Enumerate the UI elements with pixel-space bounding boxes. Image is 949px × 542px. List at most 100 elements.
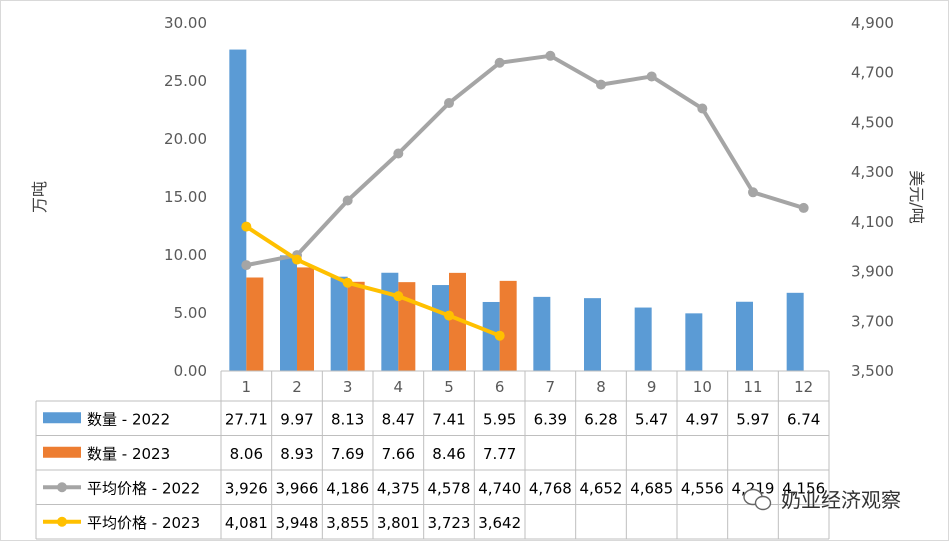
data-label: 8.13: [331, 410, 364, 428]
data-label: 3,966: [276, 479, 319, 497]
data-label: 7.41: [432, 410, 465, 428]
line-point-2-9: [697, 103, 708, 114]
data-label: 3,926: [225, 479, 268, 497]
series-line-2: [244, 53, 806, 268]
line-point-3-1: [292, 254, 302, 265]
legend-key-marker-3: [57, 516, 67, 527]
right-axis-tick-label: 3,500: [851, 362, 894, 380]
right-axis-tick-label: 3,700: [851, 312, 894, 330]
line-point-2-2: [342, 195, 353, 206]
x-axis-tick-label: 9: [647, 378, 657, 396]
data-label: 27.71: [225, 410, 268, 428]
data-label: 4,685: [630, 479, 673, 497]
bar-0-0: [229, 49, 247, 372]
data-label: 4,375: [377, 479, 420, 497]
data-label: 3,855: [326, 514, 369, 532]
data-label: 4,768: [529, 479, 572, 497]
right-axis-title: 美元/吨: [907, 170, 926, 223]
x-axis-tick-label: 12: [794, 378, 813, 396]
bar-0-9: [685, 313, 703, 371]
x-axis-tick-label: 7: [546, 378, 556, 396]
bar-1-4: [449, 272, 466, 371]
data-label: 8.46: [432, 445, 465, 463]
data-label: 3,642: [478, 514, 521, 532]
line-point-2-5: [494, 57, 505, 68]
x-axis-tick-label: 4: [394, 378, 404, 396]
x-axis-tick-label: 11: [743, 378, 762, 396]
wechat-icon: [743, 488, 772, 511]
data-label: 8.47: [382, 410, 415, 428]
data-label: 4,156: [782, 479, 825, 497]
data-label: 7.77: [483, 445, 516, 463]
line-point-3-0: [241, 221, 252, 232]
left-axis-tick-label: 5.00: [174, 304, 207, 322]
bar-0-7: [584, 298, 601, 371]
watermark-text: 奶业经济观察: [781, 488, 901, 512]
bar-0-2: [330, 276, 348, 371]
data-label: 4,219: [732, 479, 775, 497]
x-axis-tick-label: 6: [495, 378, 505, 396]
line-point-3-4: [444, 310, 454, 321]
bar-0-8: [634, 307, 652, 371]
x-axis-tick-label: 3: [343, 378, 353, 396]
bar-0-3: [381, 272, 399, 371]
legend-key-1: [43, 446, 81, 458]
right-axis-tick-label: 4,500: [851, 113, 894, 131]
x-axis-tick-label: 2: [292, 378, 302, 396]
left-axis-tick-label: 30.00: [164, 14, 207, 32]
legend-label: 平均价格 - 2023: [87, 514, 200, 532]
data-label: 5.47: [635, 410, 668, 428]
bar-1-2: [347, 281, 365, 371]
x-axis-tick-label: 1: [242, 378, 252, 396]
line-point-3-2: [342, 277, 353, 288]
bar-1-3: [398, 282, 416, 371]
right-axis-tick-label: 4,100: [851, 213, 894, 231]
left-axis-tick-label: 20.00: [164, 130, 207, 148]
x-axis-tick-label: 8: [596, 378, 606, 396]
line-point-2-3: [393, 148, 404, 159]
line-point-2-4: [444, 98, 454, 109]
left-axis-tick-label: 10.00: [164, 246, 207, 264]
legend-label: 数量 - 2022: [87, 410, 170, 428]
data-label: 8.93: [280, 445, 313, 463]
bar-0-5: [482, 301, 500, 371]
left-axis-tick-label: 25.00: [164, 72, 207, 90]
bar-0-4: [432, 285, 449, 371]
bar-1-1: [297, 267, 314, 371]
data-label: 5.97: [736, 410, 769, 428]
data-label: 7.66: [382, 445, 415, 463]
series-line-3: [244, 224, 502, 338]
data-label: 4,186: [326, 479, 369, 497]
left-axis-tick-label: 15.00: [164, 188, 207, 206]
bar-1-0: [246, 277, 264, 371]
data-label: 4,652: [580, 479, 623, 497]
bar-0-6: [533, 296, 551, 371]
data-label: 4,081: [225, 514, 268, 532]
data-label: 4.97: [686, 410, 719, 428]
x-axis-tick-label: 10: [693, 378, 712, 396]
data-label: 3,801: [377, 514, 420, 532]
line-point-2-0: [241, 260, 252, 271]
legend-key-0: [43, 412, 81, 424]
line-point-2-7: [596, 79, 606, 90]
legend-key-marker-2: [57, 482, 67, 493]
data-label: 9.97: [280, 410, 313, 428]
data-label: 6.74: [787, 410, 820, 428]
data-label: 6.28: [584, 410, 617, 428]
x-axis-tick-label: 5: [444, 378, 454, 396]
bar-0-1: [280, 255, 297, 371]
line-point-3-3: [393, 291, 404, 302]
bar-1-5: [499, 280, 517, 371]
right-axis-tick-label: 4,700: [851, 64, 894, 82]
right-axis-tick-label: 3,900: [851, 263, 894, 281]
line-point-3-5: [494, 330, 505, 341]
left-axis-title: 万吨: [30, 181, 49, 213]
line-point-2-6: [545, 50, 556, 61]
right-axis-tick-label: 4,900: [851, 14, 894, 32]
data-label: 6.39: [534, 410, 567, 428]
line-point-2-11: [798, 202, 809, 213]
data-label: 3,723: [428, 514, 471, 532]
legend-label: 数量 - 2023: [87, 445, 170, 463]
